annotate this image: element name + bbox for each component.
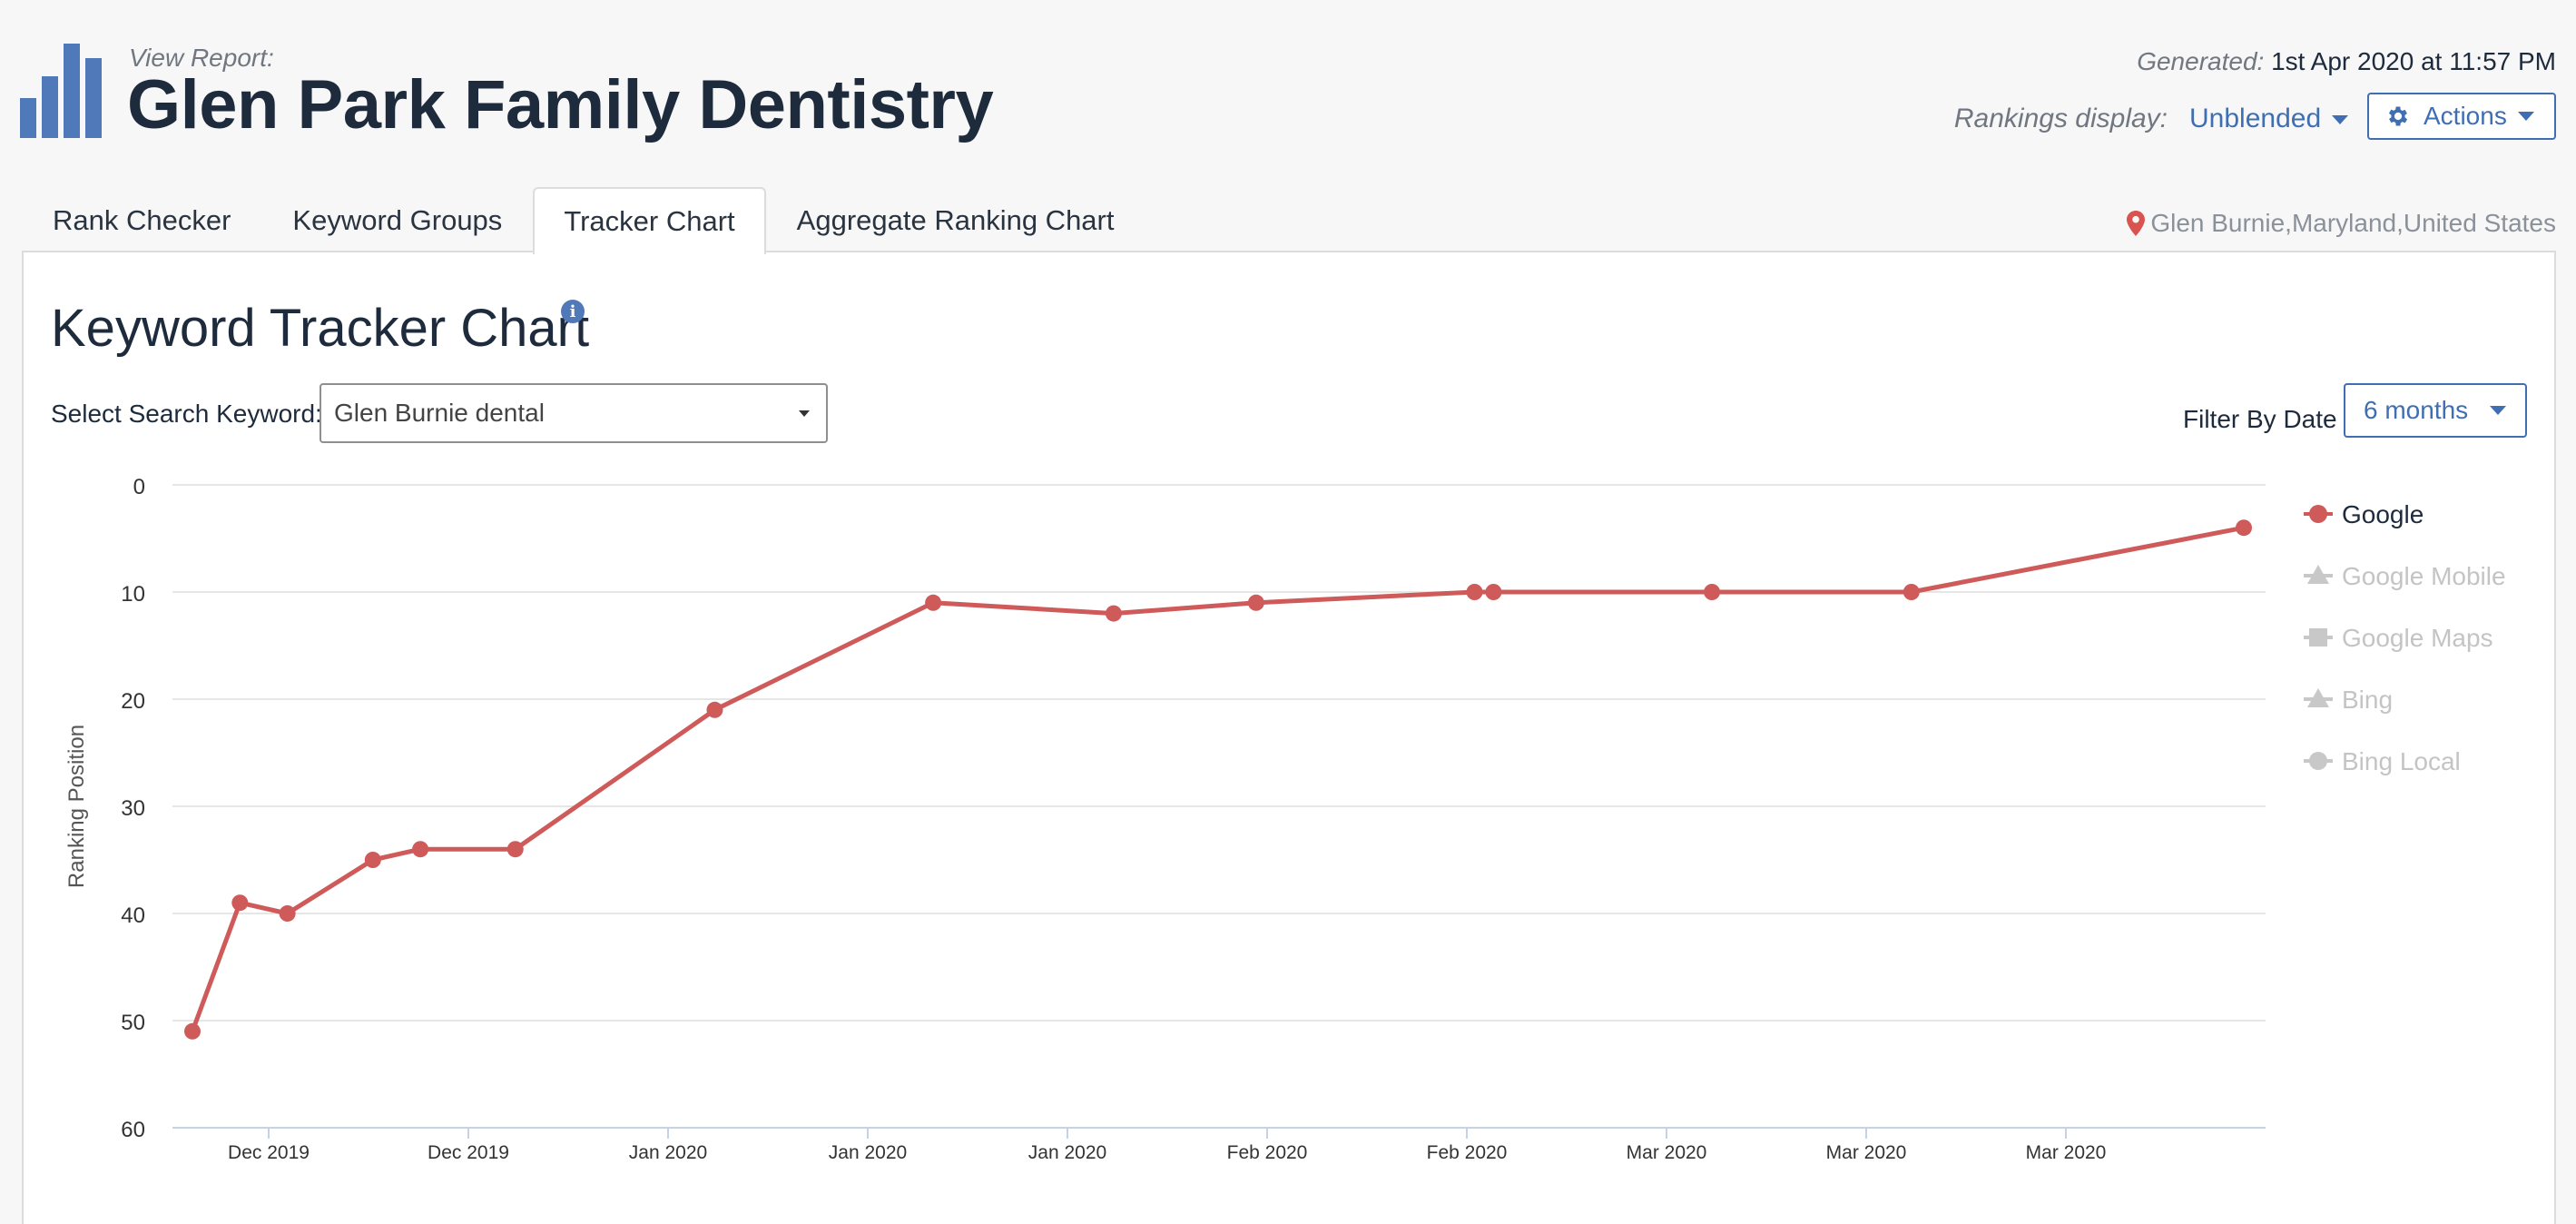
rankings-display-label: Rankings display:	[1953, 104, 2168, 133]
tab-aggregate-ranking-chart[interactable]: Aggregate Ranking Chart	[796, 204, 1115, 236]
legend-label[interactable]: Bing	[2342, 686, 2393, 714]
rankings-display-value: Unblended	[2189, 104, 2322, 133]
view-report-label: View Report:	[129, 44, 274, 72]
report-tabs: Rank Checker Keyword Groups Tracker Char…	[22, 187, 1145, 254]
keyword-select[interactable]: Glen Burnie dental	[320, 383, 828, 443]
generated-value: 1st Apr 2020 at 11:57 PM	[2271, 47, 2556, 75]
legend-label[interactable]: Google	[2342, 500, 2424, 528]
location-info: Glen Burnie,Maryland,United States	[2127, 209, 2556, 238]
gear-icon	[2388, 106, 2408, 126]
legend-label[interactable]: Google Mobile	[2342, 562, 2506, 590]
chevron-down-icon	[2517, 112, 2534, 121]
keyword-select-label: Select Search Keyword:	[51, 400, 322, 428]
info-icon[interactable]: i	[561, 300, 585, 323]
tab-tracker-chart[interactable]: Tracker Chart	[533, 187, 766, 254]
legend-label[interactable]: Google Maps	[2342, 624, 2493, 652]
chevron-down-icon	[2490, 406, 2507, 415]
chevron-down-icon	[799, 410, 810, 417]
actions-label: Actions	[2424, 102, 2507, 130]
chart-heading: Keyword Tracker Chart	[51, 299, 590, 358]
page-title: Glen Park Family Dentistry	[127, 66, 994, 143]
rankings-display-dropdown[interactable]: Unblended	[2189, 104, 2349, 134]
map-pin-icon	[2127, 211, 2146, 236]
legend-label[interactable]: Bing Local	[2342, 747, 2461, 775]
actions-button[interactable]: Actions	[2367, 93, 2556, 140]
filter-by-date-label: Filter By Date	[2183, 405, 2337, 433]
app-logo-icon	[20, 44, 111, 138]
generated-label: Generated:	[2137, 47, 2265, 75]
tab-rank-checker[interactable]: Rank Checker	[53, 204, 231, 236]
tab-keyword-groups[interactable]: Keyword Groups	[292, 204, 503, 236]
filter-by-date-dropdown[interactable]: 6 months	[2344, 383, 2527, 438]
chevron-down-icon	[2332, 115, 2349, 125]
keyword-select-value: Glen Burnie dental	[334, 399, 545, 427]
generated-info: Generated: 1st Apr 2020 at 11:57 PM	[2137, 47, 2556, 76]
location-text: Glen Burnie,Maryland,United States	[2150, 209, 2556, 237]
filter-by-date-value: 6 months	[2364, 396, 2469, 424]
